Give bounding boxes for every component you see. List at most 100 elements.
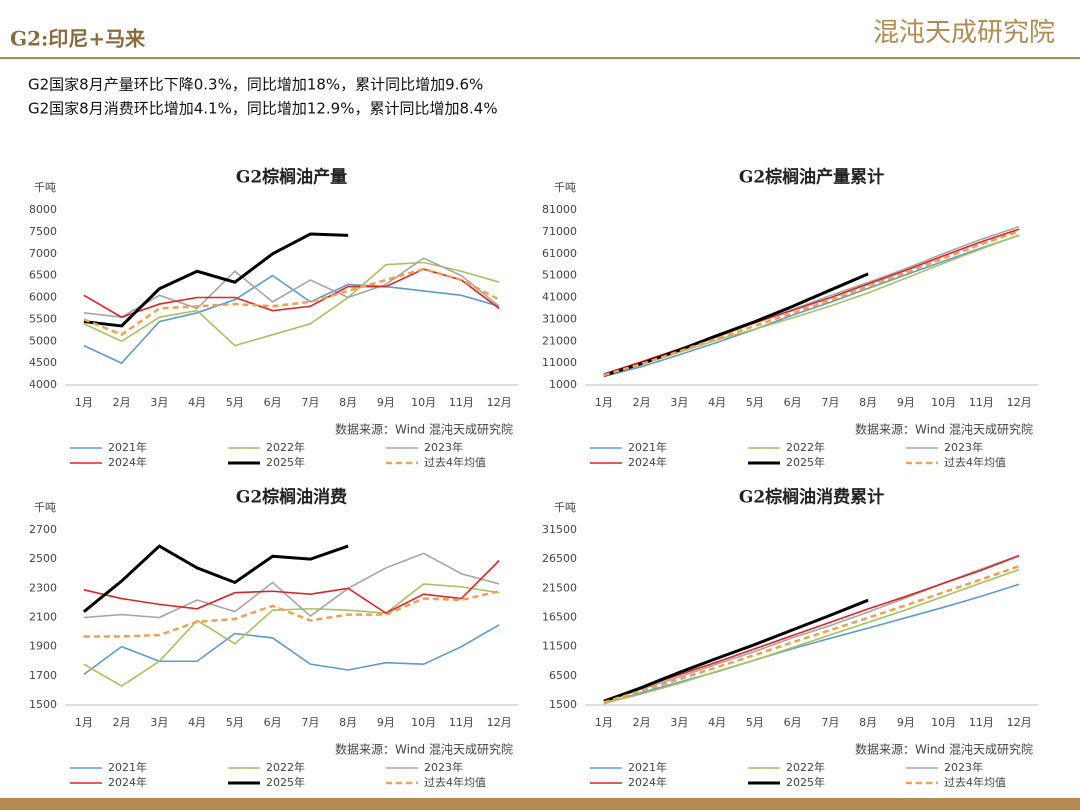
y-tick-label: 11000 [542,356,577,369]
y-tick-label: 8000 [29,203,57,216]
y-tick-label: 1000 [549,378,577,391]
x-tick-label: 1月 [595,716,613,729]
x-tick-label: 3月 [670,396,688,409]
x-tick-label: 8月 [339,396,357,409]
legend-label: 2021年 [108,440,147,454]
x-tick-label: 7月 [821,716,839,729]
series-line [83,232,349,328]
x-tick-label: 9月 [377,396,395,409]
y-tick-label: 2300 [29,581,57,594]
y-tick-label: 81000 [542,203,577,216]
y-tick-label: 26500 [542,552,577,565]
series-line [83,583,500,687]
series-line [83,257,500,319]
legend-label: 2021年 [628,440,667,454]
y-tick-label: 5500 [29,312,57,325]
unit-label: 千吨 [554,181,576,194]
unit-label: 千吨 [34,181,56,194]
x-tick-label: 10月 [931,716,956,729]
y-tick-label: 7500 [29,225,57,238]
x-tick-label: 6月 [784,396,802,409]
x-tick-label: 4月 [708,396,726,409]
x-tick-label: 10月 [411,396,436,409]
legend-label: 2022年 [266,760,305,774]
legend-label: 2024年 [628,455,667,469]
logo: 混沌天成研究院 [873,18,1055,48]
x-tick-label: 9月 [377,716,395,729]
x-tick-label: 4月 [188,716,206,729]
series-line [603,598,869,703]
x-tick-label: 6月 [264,716,282,729]
x-tick-label: 9月 [897,396,915,409]
legend-label: 过去4年均值 [424,455,486,469]
series-line [603,568,1020,705]
y-tick-label: 1700 [29,669,57,682]
series-line [603,272,869,377]
x-tick-label: 7月 [301,716,319,729]
y-tick-label: 71000 [542,225,577,238]
legend-label: 2021年 [108,760,147,774]
legend-label: 过去4年均值 [424,775,486,789]
x-tick-label: 5月 [226,716,244,729]
x-tick-label: 2月 [113,396,131,409]
x-tick-label: 1月 [75,716,93,729]
x-tick-label: 5月 [226,396,244,409]
series-line [83,274,500,365]
x-tick-label: 10月 [411,716,436,729]
y-tick-label: 21500 [542,581,577,594]
source-note: 数据来源：Wind 混沌天成研究院 [855,742,1033,757]
series-line [83,624,500,676]
y-tick-label: 6000 [29,291,57,304]
legend-label: 2022年 [786,760,825,774]
series-line [83,267,500,337]
legend-label: 过去4年均值 [944,775,1006,789]
legend-label: 2023年 [424,440,463,454]
x-tick-label: 8月 [859,396,877,409]
chart-title: G2棕榈油产量 [236,167,347,188]
series-line [83,590,500,638]
y-tick-label: 16500 [542,611,577,624]
y-tick-label: 51000 [542,269,577,282]
y-tick-label: 7000 [29,247,57,260]
legend-label: 2023年 [944,440,983,454]
legend-label: 2024年 [108,455,147,469]
x-tick-label: 2月 [633,716,651,729]
y-tick-label: 2100 [29,611,57,624]
legend-label: 2022年 [786,440,825,454]
x-tick-label: 10月 [931,396,956,409]
x-tick-label: 11月 [449,396,474,409]
y-tick-label: 11500 [542,640,577,653]
x-tick-label: 6月 [264,396,282,409]
x-tick-label: 2月 [113,716,131,729]
series-line [603,234,1020,378]
x-tick-label: 5月 [746,716,764,729]
source-note: 数据来源：Wind 混沌天成研究院 [335,422,513,437]
x-tick-label: 12月 [1007,716,1032,729]
source-note: 数据来源：Wind 混沌天成研究院 [335,742,513,757]
x-tick-label: 12月 [487,396,512,409]
x-tick-label: 9月 [897,716,915,729]
series-line [603,230,1020,377]
y-tick-label: 2700 [29,523,57,536]
x-tick-label: 1月 [75,396,93,409]
x-tick-label: 8月 [859,716,877,729]
series-line [82,544,349,613]
x-tick-label: 5月 [746,396,764,409]
x-tick-label: 11月 [969,716,994,729]
x-tick-label: 12月 [487,716,512,729]
x-tick-label: 3月 [150,716,168,729]
legend-label: 2022年 [266,440,305,454]
x-tick-label: 2月 [633,396,651,409]
y-tick-label: 1900 [29,640,57,653]
x-tick-label: 6月 [784,716,802,729]
x-tick-label: 3月 [150,396,168,409]
legend-label: 2021年 [628,760,667,774]
x-tick-label: 7月 [301,396,319,409]
x-tick-label: 8月 [339,716,357,729]
y-tick-label: 4000 [29,378,57,391]
summary-line: G2国家8月消费环比增加4.1%，同比增加12.9%，累计同比增加8.4% [28,100,498,118]
legend-label: 2025年 [786,455,825,469]
series-line [83,552,500,619]
chart-title: G2棕榈油消费累计 [739,487,884,508]
